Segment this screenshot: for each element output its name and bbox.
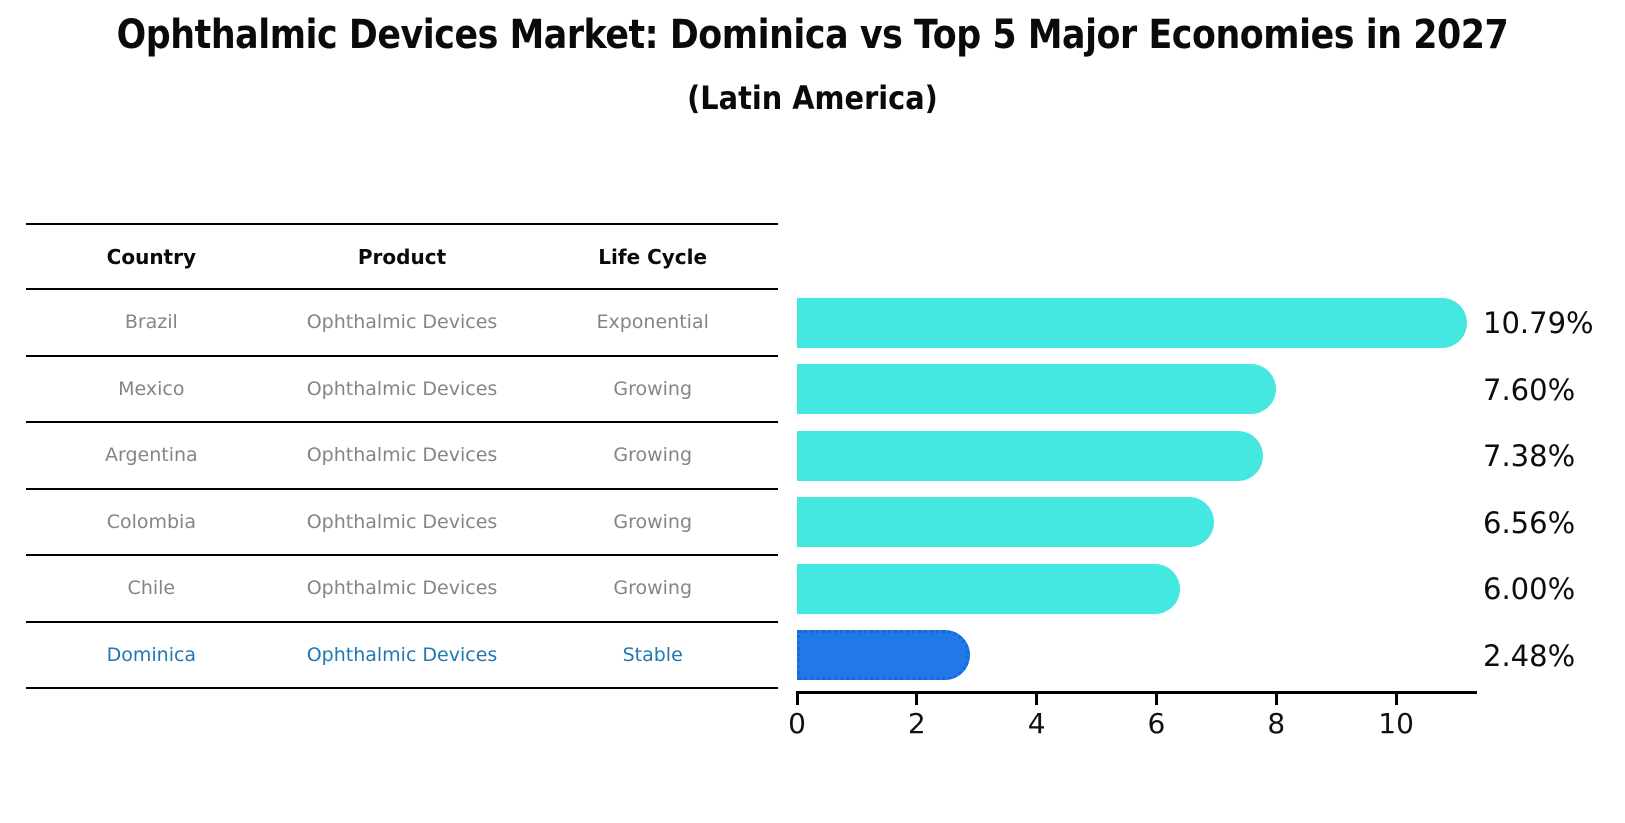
highlight-bar [797, 630, 970, 680]
bar [797, 297, 1468, 348]
bar [797, 430, 1264, 481]
cell-product: Ophthalmic Devices [306, 444, 498, 467]
page-title: Ophthalmic Devices Market: Dominica vs T… [116, 12, 1509, 58]
x-axis-line [797, 691, 1477, 694]
bar-value-label: 6.56% [1483, 505, 1576, 540]
cell-product: Ophthalmic Devices [306, 577, 498, 600]
cell-life-cycle: Growing [613, 377, 693, 400]
x-tick-label: 2 [907, 707, 926, 740]
column-header-life-cycle: Life Cycle [598, 244, 708, 269]
cell-product: Ophthalmic Devices [306, 510, 498, 533]
cell-life-cycle: Growing [613, 510, 693, 533]
bar [797, 563, 1181, 614]
bar-value-label: 6.00% [1483, 572, 1576, 606]
column-header-product: Product [357, 244, 447, 269]
cell-country: Argentina [104, 444, 198, 467]
x-tick-label: 6 [1147, 707, 1166, 740]
cell-product: Ophthalmic Devices [306, 377, 498, 400]
bar-value-label: 2.48% [1483, 638, 1576, 673]
column-header-country: Country [106, 244, 197, 269]
bar-value-label: 10.79% [1483, 306, 1594, 340]
cell-country: Mexico [118, 377, 185, 400]
table-row-highlighted: Dominica Ophthalmic Devices Stable [26, 623, 778, 689]
cell-life-cycle: Growing [613, 444, 693, 467]
table-row: Argentina Ophthalmic Devices Growing [26, 423, 778, 490]
cell-life-cycle: Growing [613, 577, 693, 600]
x-tick-label: 4 [1027, 707, 1046, 740]
table-row: Mexico Ophthalmic Devices Growing [26, 357, 778, 423]
x-tick-mark [1394, 691, 1398, 705]
cell-country: Brazil [124, 311, 178, 334]
table-header-row: Country Product Life Cycle [26, 225, 778, 290]
cell-life-cycle: Exponential [596, 311, 709, 334]
table-row: Colombia Ophthalmic Devices Growing [26, 490, 778, 556]
x-tick-label: 8 [1267, 707, 1286, 740]
table-row: Chile Ophthalmic Devices Growing [26, 556, 778, 623]
cell-country: Dominica [106, 643, 197, 666]
x-axis: 0 2 4 6 8 10 [788, 691, 1477, 761]
table-row: Brazil Ophthalmic Devices Exponential [26, 290, 778, 357]
page-subtitle: (Latin America) [687, 79, 938, 117]
x-tick-mark [1274, 691, 1278, 705]
x-tick-mark [795, 691, 799, 705]
cell-product: Ophthalmic Devices [306, 643, 498, 666]
x-tick-mark [1154, 691, 1158, 705]
cell-country: Chile [127, 577, 176, 600]
data-table: Country Product Life Cycle Brazil Ophtha… [26, 223, 778, 689]
cell-product: Ophthalmic Devices [306, 311, 498, 334]
bar-value-label: 7.38% [1483, 439, 1576, 473]
x-tick-mark [915, 691, 919, 705]
x-tick-mark [1035, 691, 1039, 705]
bar [797, 364, 1277, 414]
cell-life-cycle: Stable [622, 643, 683, 666]
x-tick-label: 10 [1378, 707, 1414, 740]
cell-country: Colombia [106, 510, 196, 533]
x-tick-label: 0 [788, 707, 806, 740]
bar-value-label: 7.60% [1483, 372, 1576, 407]
bar [797, 497, 1215, 547]
